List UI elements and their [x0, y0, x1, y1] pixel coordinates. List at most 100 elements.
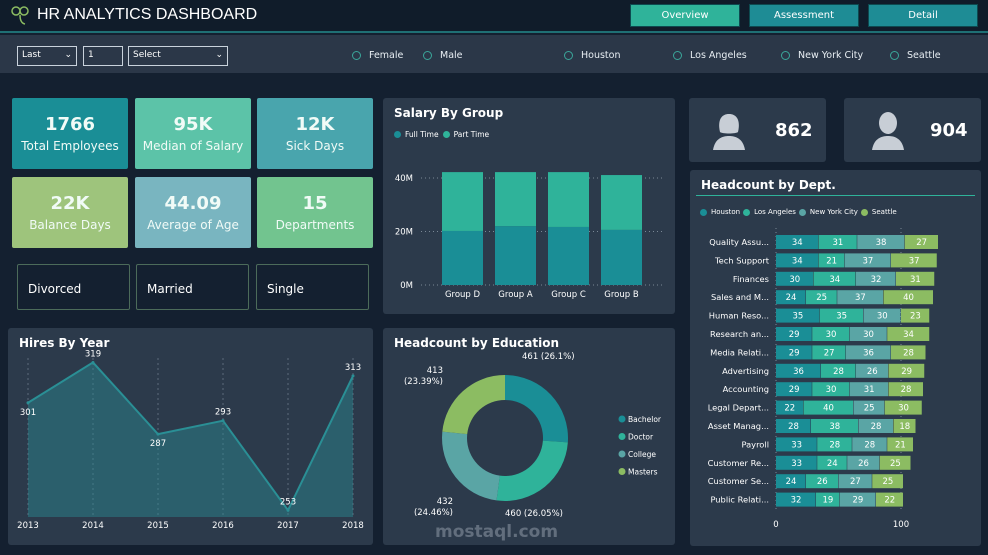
legend-dot-icon: [394, 131, 401, 138]
assessment-button[interactable]: Assessment: [749, 4, 859, 27]
bar-segment: [806, 474, 838, 489]
data-label: 33: [791, 459, 802, 469]
data-label: 21: [826, 256, 837, 266]
male-count: 904: [930, 120, 968, 141]
bar-segment: [548, 226, 589, 285]
y-tick-label: Payroll: [741, 439, 769, 449]
y-tick-label: Human Reso...: [709, 311, 769, 321]
legend-item[interactable]: Seattle: [860, 208, 897, 216]
data-label: 30: [826, 385, 837, 395]
bar-segment: [812, 345, 846, 360]
status-divorced[interactable]: Divorced: [17, 264, 130, 310]
bar-segment: [856, 363, 888, 378]
kpi-card: 1766 Total Employees: [12, 98, 128, 169]
hires-line: [27, 361, 354, 513]
detail-button[interactable]: Detail: [868, 4, 978, 27]
bar-segment: [813, 271, 856, 286]
kpi-card: 12K Sick Days: [257, 98, 373, 169]
bar-segment: [821, 363, 856, 378]
data-label: 25: [864, 404, 875, 414]
bar-segment: [872, 474, 903, 489]
bar-segment: [856, 271, 896, 286]
legend-item[interactable]: Part Time: [442, 130, 489, 139]
kpi-label: Balance Days: [29, 218, 111, 232]
legend-dot-icon: [442, 131, 450, 138]
legend-dot-icon: [860, 208, 868, 216]
donut-slice: [496, 440, 568, 501]
y-tick-label: 0M: [400, 281, 413, 291]
data-label: 32: [871, 275, 882, 285]
radio-label: Houston: [581, 50, 621, 61]
unit-dropdown[interactable]: Select ⌄: [128, 46, 228, 66]
data-label: 34: [829, 275, 840, 285]
x-tick-label: Group D: [445, 290, 481, 300]
bar-segment: [776, 290, 806, 305]
stethoscope-logo-icon: [11, 6, 29, 25]
radio-icon: [352, 51, 361, 60]
x-tick-label: Group C: [551, 290, 586, 300]
bar-segment: [818, 253, 845, 268]
y-tick-label: Sales and M...: [711, 292, 769, 302]
headcount-education-panel: Headcount by Education 461 (26.1%) Bachel…: [383, 328, 675, 545]
data-label: 34: [903, 330, 914, 340]
bar-segment: [495, 226, 536, 285]
status-single[interactable]: Single: [256, 264, 369, 310]
radio-female[interactable]: Female: [352, 50, 403, 61]
unit-value: Select: [133, 50, 161, 60]
bar-segment: [863, 308, 901, 323]
legend-item[interactable]: Houston: [700, 208, 740, 216]
data-label: 26: [867, 367, 878, 377]
radio-new-york-city[interactable]: New York City: [781, 50, 863, 61]
data-label: 22: [884, 496, 895, 506]
data-label: 32: [791, 496, 802, 506]
bar-segment: [776, 235, 818, 249]
y-tick-label: Tech Support: [714, 255, 770, 265]
radio-los-angeles[interactable]: Los Angeles: [673, 50, 747, 61]
radio-seattle[interactable]: Seattle: [890, 50, 941, 61]
legend-item[interactable]: Full Time: [394, 130, 439, 139]
legend-item[interactable]: Los Angeles: [743, 208, 796, 216]
data-label: 37: [862, 256, 873, 266]
bar-segment: [896, 271, 935, 286]
x-tick-label: 2013: [17, 521, 39, 531]
headcount-dept-panel: Headcount by Dept. Houston Los Angeles New…: [690, 170, 981, 546]
data-label: 29: [852, 496, 863, 506]
status-married[interactable]: Married: [136, 264, 249, 310]
bar-segment: [776, 455, 817, 470]
data-label: 253: [280, 497, 296, 507]
chevron-down-icon: ⌄: [215, 50, 223, 60]
bar-segment: [776, 308, 820, 323]
bar-segment: [776, 345, 812, 360]
data-label: 25: [882, 477, 893, 487]
x-tick-label: 2017: [277, 521, 299, 531]
kpi-label: Median of Salary: [142, 139, 244, 153]
data-label: 38: [829, 422, 840, 432]
data-label: 293: [215, 408, 231, 418]
count-input[interactable]: 1: [83, 46, 123, 66]
bar-segment: [495, 172, 536, 227]
bar-segment: [839, 492, 876, 507]
education-donut-chart: 461 (26.1%) Bachelor 460 (26.05%) Doctor 432…: [404, 352, 662, 519]
bar-segment: [803, 400, 853, 415]
data-label: 36: [793, 367, 804, 377]
bar-segment: [819, 308, 863, 323]
kpi-card: 44.09 Average of Age: [135, 177, 251, 248]
bar-segment: [806, 290, 837, 305]
male-count-card: 904: [844, 98, 981, 162]
overview-button[interactable]: Overview: [630, 4, 740, 27]
legend-item[interactable]: New York City: [798, 208, 858, 216]
radio-label: Female: [369, 50, 404, 61]
data-label: 33: [791, 440, 802, 450]
kpi-label: Average of Age: [147, 218, 239, 232]
female-count-card: 862: [689, 98, 826, 162]
data-label: 24: [786, 477, 797, 487]
period-dropdown[interactable]: Last ⌄: [17, 46, 77, 66]
radio-houston[interactable]: Houston: [564, 50, 620, 61]
slice-label: 461 (26.1%): [522, 352, 575, 362]
data-label: 31: [832, 238, 843, 248]
radio-label: Los Angeles: [690, 50, 747, 61]
kpi-card: 95K Median of Salary: [135, 98, 251, 169]
legend-label: Houston: [711, 208, 741, 216]
radio-male[interactable]: Male: [423, 50, 463, 61]
radio-icon: [423, 51, 432, 60]
